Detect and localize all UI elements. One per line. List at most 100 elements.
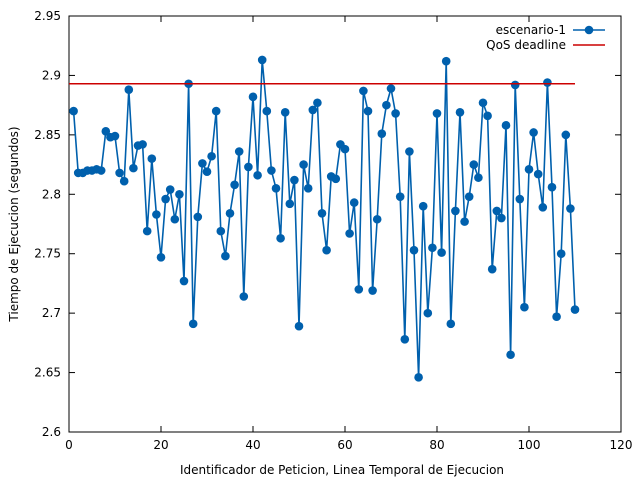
x-tick-label: 20	[153, 438, 168, 452]
data-point	[455, 107, 465, 117]
series-layer	[69, 55, 580, 382]
data-point	[211, 106, 221, 116]
data-point	[501, 121, 511, 130]
data-point	[349, 198, 359, 207]
data-point	[520, 302, 529, 312]
data-point	[497, 213, 506, 223]
data-point	[294, 321, 304, 331]
data-point	[340, 144, 350, 154]
x-tick-label: 120	[610, 438, 633, 452]
data-point	[322, 245, 331, 255]
data-point	[303, 184, 313, 193]
data-point	[193, 212, 203, 222]
data-point	[400, 334, 410, 344]
data-point	[414, 373, 423, 382]
data-point	[552, 312, 561, 322]
data-point	[230, 180, 239, 190]
data-point	[428, 243, 437, 253]
data-point	[285, 199, 295, 209]
data-point	[556, 249, 566, 259]
data-point	[115, 168, 124, 178]
data-point	[138, 140, 147, 149]
data-point	[446, 319, 456, 329]
y-tick-label: 2.85	[34, 128, 61, 142]
data-point	[267, 166, 276, 175]
x-tick-label: 80	[429, 438, 444, 452]
y-tick-label: 2.9	[42, 68, 61, 82]
data-point	[239, 292, 249, 301]
data-point	[570, 305, 580, 314]
data-point	[506, 350, 515, 360]
data-point	[101, 126, 111, 136]
y-tick-label: 2.95	[34, 9, 61, 23]
data-point	[524, 165, 534, 174]
data-point	[129, 163, 138, 173]
data-point	[372, 214, 382, 224]
data-point	[216, 226, 226, 236]
data-point	[179, 276, 189, 286]
data-point	[492, 206, 502, 216]
data-point	[234, 147, 244, 156]
x-tick-label: 40	[245, 438, 260, 452]
x-tick-label: 60	[337, 438, 352, 452]
y-tick-label: 2.65	[34, 366, 61, 380]
data-point	[299, 160, 308, 169]
data-point	[363, 106, 373, 116]
legend-marker-escenario-1	[584, 25, 594, 35]
data-point	[469, 160, 479, 169]
data-point	[156, 252, 166, 262]
data-point	[257, 55, 267, 65]
data-point	[152, 210, 161, 219]
data-point	[317, 209, 327, 218]
data-point	[451, 206, 460, 216]
data-point	[515, 194, 525, 204]
data-point	[354, 285, 364, 294]
data-point	[391, 109, 400, 118]
y-tick-label: 2.7	[42, 306, 61, 320]
data-point	[271, 184, 281, 193]
data-point	[487, 264, 497, 274]
data-point	[547, 182, 557, 192]
data-point	[276, 233, 285, 243]
data-point	[382, 100, 391, 110]
data-point	[543, 78, 552, 87]
x-axis-label: Identificador de Peticion, Linea Tempora…	[180, 463, 504, 477]
data-point	[96, 166, 106, 175]
data-point	[345, 229, 354, 238]
data-point	[253, 170, 262, 180]
axis-ticks: 0 20 40 60 80 100 120 2.6 2.65 2.7 2.75 2.8 2.85 2.9 2…	[34, 9, 632, 452]
legend-label-escenario-1: escenario-1	[496, 23, 566, 37]
data-point	[290, 175, 299, 185]
x-tick-label: 0	[65, 438, 73, 452]
legend-label-qos-deadline: QoS deadline	[486, 38, 566, 52]
data-point	[170, 214, 180, 224]
data-point	[359, 86, 368, 96]
data-point	[510, 80, 520, 90]
data-point	[110, 131, 120, 141]
data-point	[405, 147, 414, 156]
y-tick-label: 2.6	[42, 425, 61, 439]
data-point	[368, 286, 377, 295]
data-point	[161, 194, 170, 204]
data-point	[175, 189, 184, 199]
data-point	[538, 203, 548, 212]
data-point	[418, 201, 428, 211]
data-point	[441, 56, 451, 66]
data-point	[483, 111, 492, 121]
series-line-escenario-1	[72, 59, 576, 379]
data-point	[69, 106, 78, 116]
data-point	[313, 98, 322, 108]
data-point	[460, 217, 469, 226]
data-point	[225, 209, 235, 218]
y-axis-label: Tiempo de Ejecucion (segundos)	[7, 126, 21, 322]
data-point	[198, 159, 207, 168]
data-point	[262, 106, 272, 116]
data-point	[437, 248, 446, 257]
x-tick-label: 100	[518, 438, 541, 452]
data-point	[188, 319, 198, 329]
data-point	[207, 151, 216, 161]
data-point	[308, 105, 318, 115]
data-point	[533, 169, 543, 179]
